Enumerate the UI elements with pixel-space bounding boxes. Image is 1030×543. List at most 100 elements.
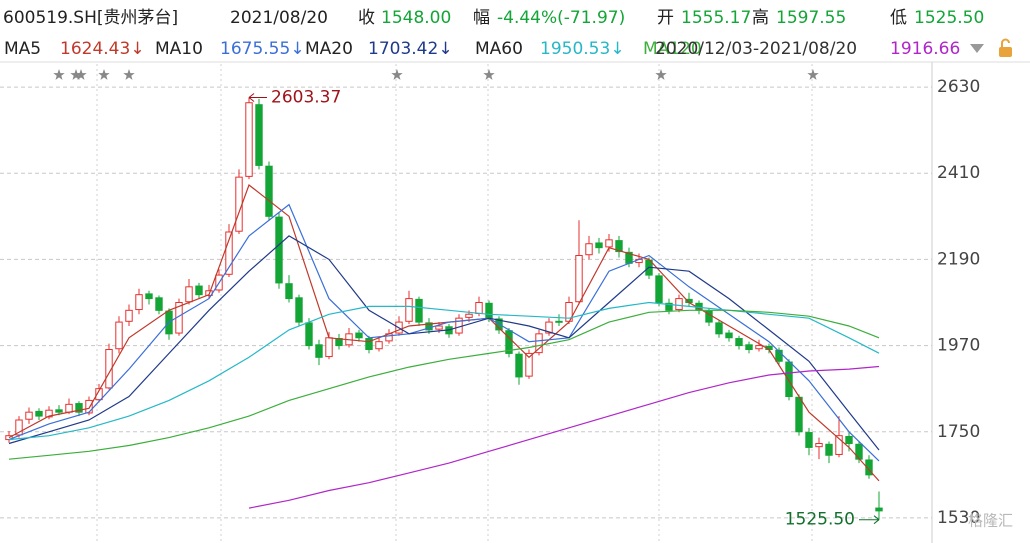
candle-body: [435, 325, 443, 330]
ma-number: 1624.43: [60, 39, 130, 59]
event-star: [807, 69, 819, 80]
candle-body: [465, 313, 473, 318]
candle-body: [775, 349, 783, 362]
date: 2021/08/20: [230, 8, 328, 28]
candle-body: [485, 302, 493, 319]
header: 600519.SH[贵州茅台] 2021/08/20 收 1548.00 幅 -4.44%…: [3, 8, 984, 59]
candle-body: [225, 231, 233, 275]
quote-label: 幅: [473, 8, 490, 28]
ma-label: MA120: [643, 39, 702, 59]
ma-line: [8, 235, 880, 451]
candle-body: [135, 294, 143, 311]
candle-body: [105, 349, 113, 389]
candle-body: [845, 435, 853, 445]
watermark: 格隆汇: [968, 512, 1013, 530]
candle-body: [85, 399, 93, 414]
candle-body: [245, 102, 253, 177]
event-star: [123, 69, 135, 80]
dropdown-icon[interactable]: [970, 44, 984, 53]
candle-body: [875, 507, 883, 512]
lock-icon[interactable]: [999, 47, 1012, 57]
y-tick-label: 1750: [937, 422, 980, 442]
quote-value: 1555.17: [681, 8, 751, 28]
event-star: [70, 69, 82, 80]
candle-body: [145, 293, 153, 300]
event-star: [483, 69, 495, 80]
candle-body: [285, 283, 293, 300]
candle-body: [785, 361, 793, 398]
candle-body: [365, 338, 373, 351]
candle-body: [515, 353, 523, 378]
candle-body: [265, 165, 273, 217]
quote-value: 1548.00: [381, 8, 451, 28]
candle-body: [735, 338, 743, 347]
y-tick-label: 2630: [937, 77, 980, 97]
lock-shackle: [1001, 38, 1010, 47]
candle-body: [405, 298, 413, 322]
candle-body: [815, 443, 823, 448]
candle-body: [115, 321, 123, 350]
candle-body: [155, 297, 163, 311]
y-tick-label: 1530: [937, 508, 980, 528]
ma-arrow: ↓: [290, 39, 304, 59]
candle-body: [325, 337, 333, 358]
candle-body: [195, 285, 203, 296]
ma-value: 1675.55↓: [220, 39, 305, 59]
quote-label: 开: [657, 8, 674, 28]
candle-body: [305, 322, 313, 347]
candle-body: [475, 302, 483, 314]
event-star: [98, 69, 110, 80]
candle-body: [35, 410, 43, 417]
annotation: 2603.37: [271, 87, 341, 107]
stock-code: 600519.SH[贵州茅台]: [3, 8, 178, 28]
candle-body: [295, 297, 303, 323]
candle-body: [95, 388, 103, 401]
candle-body: [275, 216, 283, 284]
annotation-arrow: [248, 93, 267, 102]
ma-value: 1950.53↓: [540, 39, 625, 59]
candle-body: [615, 240, 623, 253]
ma-label: MA5: [4, 39, 41, 59]
candle-body: [185, 286, 193, 303]
candle-body: [805, 432, 813, 448]
candle-body: [545, 321, 553, 334]
candle-body: [505, 330, 513, 354]
candle-body: [715, 322, 723, 335]
candle-body: [575, 254, 583, 303]
annotation: 1525.50: [785, 510, 855, 530]
candle-body: [55, 409, 63, 413]
annotation-arrow: [859, 515, 880, 525]
candle-body: [795, 396, 803, 433]
y-tick-label: 2190: [937, 249, 980, 269]
candle-body: [585, 243, 593, 256]
candle-body: [555, 320, 563, 323]
candle-body: [65, 403, 73, 413]
range-text: 2020/12/03-2021/08/20: [655, 39, 857, 59]
candle-body: [595, 242, 603, 249]
ma-number: 1703.42: [368, 39, 438, 59]
candle-body: [45, 409, 53, 418]
quote-value: 1597.55: [776, 8, 846, 28]
ma-label: MA10: [155, 39, 203, 59]
candle-body: [375, 341, 383, 350]
ma-number: 1950.53: [540, 39, 610, 59]
candle-body: [15, 419, 23, 436]
candle-body: [125, 309, 133, 322]
quote-label: 低: [890, 8, 907, 28]
ma-arrow: ↓: [130, 39, 144, 59]
event-star: [655, 69, 667, 80]
candle-body: [355, 332, 363, 339]
candle-body: [865, 459, 873, 476]
ma-line: [8, 184, 880, 482]
candle-body: [605, 239, 613, 248]
candle-body: [315, 344, 323, 358]
ma-value: 1624.43↓: [60, 39, 145, 59]
ma-value: 1703.42↓: [368, 39, 453, 59]
candle-body: [825, 443, 833, 456]
candle-body: [75, 403, 83, 413]
candle-body: [755, 345, 763, 350]
candle-body: [745, 344, 753, 351]
event-star: [75, 69, 87, 80]
candle-body: [665, 302, 673, 311]
